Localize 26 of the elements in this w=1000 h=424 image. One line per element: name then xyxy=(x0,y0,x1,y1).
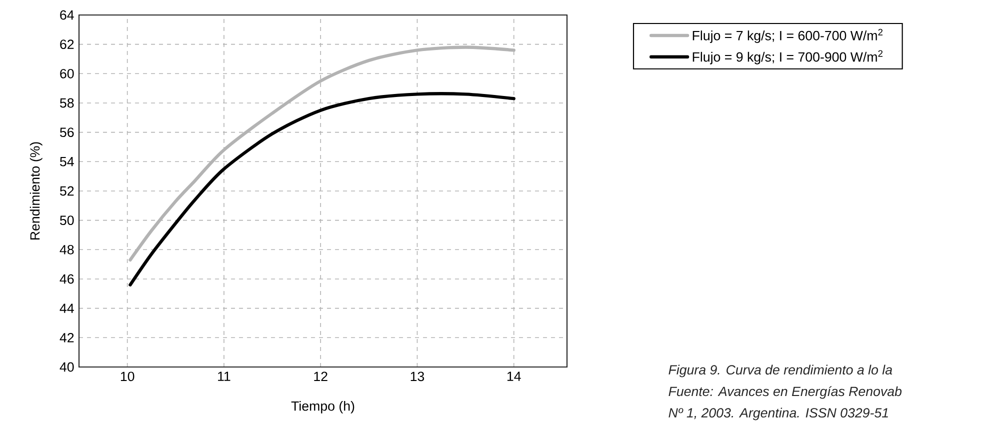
y-tick-label: 60 xyxy=(60,68,74,78)
x-tick-label: 10 xyxy=(120,372,134,382)
y-tick-label: 64 xyxy=(60,10,74,20)
legend-label: Flujo = 9 kg/s; I = 700-900 W/m$^{2}$ xyxy=(692,50,883,64)
line-series xyxy=(128,92,516,286)
x-axis-title: Tiempo (h) xyxy=(291,400,354,414)
y-tick-label: 40 xyxy=(60,362,74,372)
legend-label: Flujo = 7 kg/s; I = 600-700 W/m$^{2}$ xyxy=(692,28,883,43)
y-tick-label: 44 xyxy=(60,304,74,313)
x-tick-label: 14 xyxy=(507,372,521,381)
y-tick-label: 48 xyxy=(60,244,74,254)
y-tick-label: 56 xyxy=(60,128,74,138)
y-tick-label: 54 xyxy=(60,157,74,166)
y-tick-label: 46 xyxy=(60,274,74,284)
y-tick-label: 50 xyxy=(60,216,74,226)
y-tick-label: 58 xyxy=(60,98,74,108)
y-tick-label: 62 xyxy=(60,40,74,50)
text: Figura 9. Curva de rendimiento a lo la xyxy=(668,364,892,378)
y-tick-label: 42 xyxy=(60,333,74,342)
x-tick-label: 13 xyxy=(410,372,424,382)
x-tick-label: 11 xyxy=(218,372,230,381)
text: Nº 1, 2003. Argentina. ISSN 0329-51 xyxy=(668,408,888,420)
y-tick-label: 52 xyxy=(60,186,74,196)
x-tick-label: 12 xyxy=(314,372,328,382)
y-axis-title: Rendimiento (%) xyxy=(30,142,42,240)
source-note: Fuente: Avances en Energías Renovab xyxy=(668,386,902,399)
